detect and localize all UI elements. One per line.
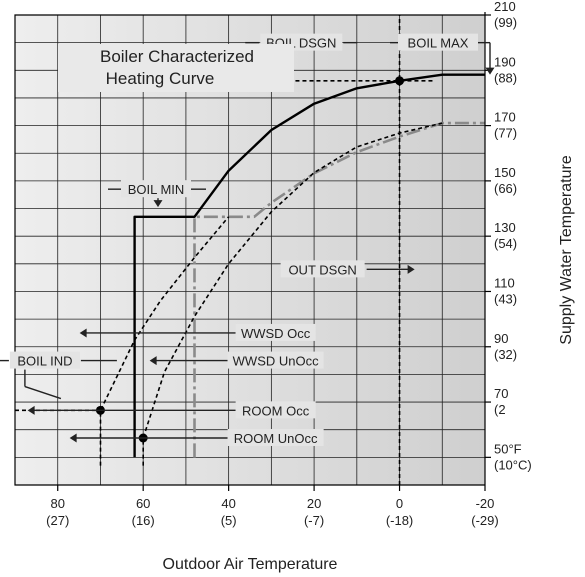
- y-tick-label-f: 70: [494, 386, 508, 401]
- callout-leader: [24, 385, 62, 400]
- callout-label-boil-ind: BOIL IND: [17, 354, 72, 369]
- y-tick-label-c: (43): [494, 291, 517, 306]
- y-tick-label-f: 90: [494, 331, 508, 346]
- y-tick-label-f: 50°F: [494, 441, 522, 456]
- arrow-head: [69, 433, 77, 443]
- y-tick-label-c: (66): [494, 181, 517, 196]
- arrow-head: [27, 405, 35, 415]
- y-tick-label-c: (2: [494, 402, 506, 417]
- callout-room-unocc: ROOM UnOcc: [69, 429, 324, 446]
- arrow-head: [485, 67, 495, 75]
- x-tick-label-f: 20: [307, 496, 321, 511]
- series-line-1: [193, 121, 485, 458]
- x-tick-label-f: -20: [476, 496, 495, 511]
- x-tick-label-c: (16): [132, 513, 155, 528]
- y-tick-label-f: 150: [494, 165, 516, 180]
- y-tick-label-f: 130: [494, 220, 516, 235]
- x-tick-label-f: 80: [50, 496, 64, 511]
- callout-label-background: [398, 33, 478, 51]
- x-tick-label-c: (27): [46, 513, 69, 528]
- y-tick-label-c: (99): [494, 15, 517, 30]
- y-tick-label-c: (32): [494, 347, 517, 362]
- x-tick-label-f: 40: [221, 496, 235, 511]
- x-tick-label-c: (5): [221, 513, 237, 528]
- callout-label-background: [9, 351, 80, 369]
- y-tick-label-c: (10°C): [494, 457, 532, 472]
- arrow-head: [79, 328, 87, 338]
- x-tick-label-f: 60: [136, 496, 150, 511]
- series-line-3: [142, 122, 443, 466]
- x-tick-label-c: (-7): [304, 513, 324, 528]
- callout-label-room-occ: ROOM Occ: [242, 403, 310, 418]
- x-tick-label-c: (-18): [386, 513, 413, 528]
- series-line-0: [133, 73, 485, 458]
- y-tick-label-c: (77): [494, 126, 517, 141]
- callout-label-boil-min: BOIL MIN: [128, 182, 185, 197]
- x-tick-label-f: 0: [396, 496, 403, 511]
- chart-title-line-1: Boiler Characterized: [100, 47, 254, 66]
- chart-title-line-2: Heating Curve: [106, 69, 215, 88]
- callout-label-out-dsgn: OUT DSGN: [288, 262, 356, 277]
- y-tick-label-c: (54): [494, 236, 517, 251]
- callout-room-occ: ROOM Occ: [27, 401, 316, 419]
- y-tick-label-f: 110: [494, 275, 515, 290]
- y-axis-title: Supply Water Temperature: [558, 155, 575, 345]
- y-tick-label-f: 190: [494, 54, 516, 69]
- y-tick-label-c: (88): [494, 70, 517, 85]
- callout-label-wwsd-unocc: WWSD UnOcc: [233, 354, 319, 369]
- callout-label-background: [121, 180, 191, 198]
- callout-label-background: [227, 429, 324, 446]
- arrow-head: [407, 264, 415, 274]
- y-tick-label-f: 170: [494, 110, 516, 125]
- plot-frame: [14, 14, 485, 486]
- callout-label-room-unocc: ROOM UnOcc: [234, 431, 318, 446]
- series-line-2: [99, 216, 230, 466]
- callout-label-background: [227, 351, 324, 369]
- callout-out-dsgn: OUT DSGN: [280, 260, 415, 278]
- callout-boil-max: BOIL MAX: [390, 33, 495, 75]
- callout-label-background: [235, 323, 316, 341]
- x-tick-label-c: (-29): [471, 513, 498, 528]
- design-point: [395, 76, 405, 86]
- callout-label-boil-max: BOIL MAX: [408, 36, 469, 51]
- callout-wwsd-occ: WWSD Occ: [79, 323, 316, 341]
- arrow-head: [153, 200, 163, 208]
- callout-label-background: [280, 260, 365, 278]
- callout-wwsd-unocc: WWSD UnOcc: [149, 351, 324, 369]
- callout-label-background: [235, 401, 316, 419]
- callout-label-wwsd-occ: WWSD Occ: [241, 326, 311, 341]
- callout-boil-min: BOIL MIN: [108, 180, 206, 208]
- x-axis-title: Outdoor Air Temperature: [163, 556, 338, 573]
- callout-boil-ind: BOIL IND: [0, 351, 117, 400]
- arrow-head: [149, 356, 157, 366]
- y-tick-label-f: 210: [494, 0, 516, 14]
- title-background: [58, 44, 294, 92]
